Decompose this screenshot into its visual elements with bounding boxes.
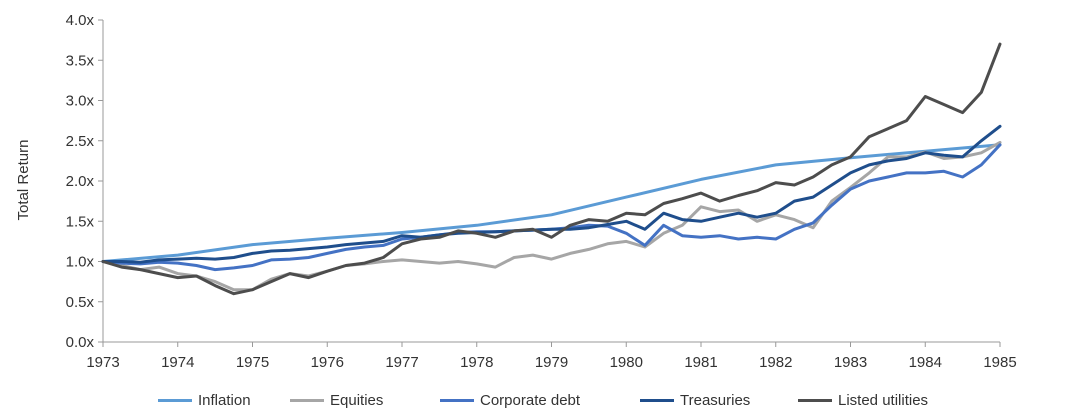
- legend-label: Listed utilities: [838, 391, 929, 409]
- legend: Inflation Equities Corporate debt Treasurie…: [0, 388, 1080, 412]
- y-tick-label: 4.0x: [66, 12, 95, 29]
- legend-label: Equities: [330, 391, 384, 409]
- x-tick-label: 1984: [909, 354, 942, 371]
- legend-item-corporate-debt: Corporate debt: [440, 388, 580, 412]
- x-tick-label: 1983: [834, 354, 867, 371]
- y-tick-label: 2.5x: [66, 133, 95, 150]
- x-ticks: 1973 1974 1975 1976 1977 1978 1979 1980 1981 1982…: [86, 342, 1017, 371]
- y-tick-label: 0.0x: [66, 334, 95, 351]
- legend-item-treasuries: Treasuries: [640, 388, 750, 412]
- y-axis-title-group: Total Return: [15, 140, 32, 221]
- legend-item-listed-utilities: Listed utilities: [798, 388, 928, 412]
- legend-label: Inflation: [198, 391, 251, 409]
- series-line-treasuries: [101, 124, 1002, 264]
- y-tick-label: 2.0x: [66, 173, 95, 190]
- legend-item-equities: Equities: [290, 388, 383, 412]
- legend-item-inflation: Inflation: [158, 388, 251, 412]
- legend-swatch: [440, 398, 474, 402]
- legend-label: Corporate debt: [480, 391, 581, 409]
- legend-label: Treasuries: [680, 391, 751, 409]
- legend-swatch: [640, 398, 674, 402]
- y-tick-label: 3.0x: [66, 93, 95, 110]
- x-tick-label: 1985: [983, 354, 1016, 371]
- y-axis-title: Total Return: [15, 140, 32, 221]
- series-line-corporate-debt: [101, 143, 1002, 272]
- x-tick-label: 1981: [684, 354, 717, 371]
- series-line-inflation: [101, 143, 1002, 263]
- legend-swatch: [798, 398, 832, 402]
- x-tick-label: 1976: [311, 354, 344, 371]
- y-tick-label: 1.5x: [66, 213, 95, 230]
- x-tick-label: 1982: [759, 354, 792, 371]
- x-tick-label: 1973: [86, 354, 119, 371]
- y-tick-label: 3.5x: [66, 52, 95, 69]
- x-tick-label: 1977: [385, 354, 418, 371]
- y-tick-label: 1.0x: [66, 254, 95, 271]
- x-tick-label: 1980: [610, 354, 643, 371]
- legend-swatch: [158, 398, 192, 402]
- y-ticks: 0.0x 0.5x 1.0x 1.5x 2.0x 2.5x 3.0x 3.5x 4.0x: [66, 12, 103, 351]
- legend-swatch: [290, 398, 324, 402]
- x-tick-label: 1978: [460, 354, 493, 371]
- line-chart: Total Return 0.0x 0.5x 1.0x 1.5x 2.0x 2.5x 3.0…: [15, 12, 1017, 371]
- series-line-listed-utilities: [101, 42, 1002, 296]
- x-tick-label: 1979: [535, 354, 568, 371]
- x-tick-label: 1975: [236, 354, 269, 371]
- y-tick-label: 0.5x: [66, 294, 95, 311]
- x-tick-label: 1974: [161, 354, 194, 371]
- series-lines: [101, 42, 1002, 296]
